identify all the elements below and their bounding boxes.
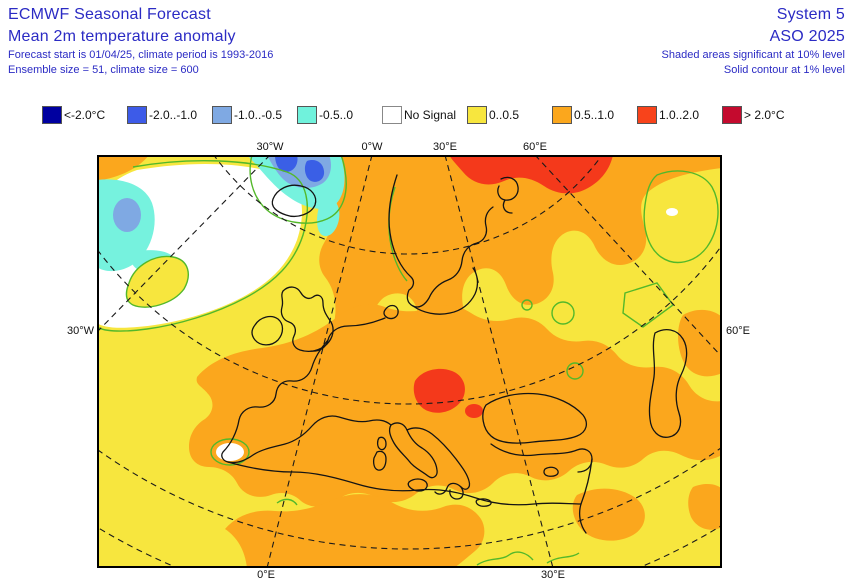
legend-label: -0.5..0 xyxy=(319,108,354,122)
legend-swatch-redorange xyxy=(637,106,657,124)
legend-swatch-nosignal xyxy=(382,106,402,124)
graticule-lines xyxy=(97,155,722,568)
color-legend: <-2.0°C -2.0..-1.0 -1.0..-0.5 -0.5..0 No… xyxy=(42,106,818,124)
legend-item: -2.0..-1.0 xyxy=(127,106,212,124)
significance-contours xyxy=(97,155,719,566)
legend-label: 1.0..2.0 xyxy=(659,108,700,122)
legend-swatch-darkred xyxy=(722,106,742,124)
legend-item: 0..0.5 xyxy=(467,106,552,124)
season-label: ASO 2025 xyxy=(769,28,845,45)
legend-label: 0..0.5 xyxy=(489,108,520,122)
map-label-bottom-0e: 0°E xyxy=(257,569,275,581)
anomaly-map xyxy=(97,155,722,568)
system-label: System 5 xyxy=(776,6,845,23)
legend-item: <-2.0°C xyxy=(42,106,127,124)
legend-item: -1.0..-0.5 xyxy=(212,106,297,124)
map-label-top-60e: 60°E xyxy=(523,141,547,153)
forecast-meta-line1: Forecast start is 01/04/25, climate peri… xyxy=(8,49,274,61)
no-signal-and-cold-regions xyxy=(97,155,678,461)
legend-swatch-lightblue xyxy=(212,106,232,124)
header-right: System 5 ASO 2025 Shaded areas significa… xyxy=(662,4,845,78)
legend-label: <-2.0°C xyxy=(64,108,106,122)
map-label-top-30e: 30°E xyxy=(433,141,457,153)
legend-swatch-cyan xyxy=(297,106,317,124)
legend-label: > 2.0°C xyxy=(744,108,785,122)
coastlines xyxy=(221,174,688,534)
map-label-right-60e: 60°E xyxy=(726,325,750,337)
page-title: ECMWF Seasonal Forecast xyxy=(8,6,211,23)
map-label-top-30w: 30°W xyxy=(256,141,284,153)
significance-note: Shaded areas significant at 10% level xyxy=(661,49,845,61)
legend-label: -1.0..-0.5 xyxy=(234,108,283,122)
legend-label: -2.0..-1.0 xyxy=(149,108,198,122)
legend-item: No Signal xyxy=(382,106,467,124)
legend-swatch-yellow xyxy=(467,106,487,124)
legend-label: 0.5..1.0 xyxy=(574,108,615,122)
anomaly-map-canvas xyxy=(97,155,722,568)
forecast-meta-line2: Ensemble size = 51, climate size = 600 xyxy=(8,64,199,76)
legend-swatch-blue xyxy=(127,106,147,124)
legend-label: No Signal xyxy=(404,108,457,122)
legend-item: 0.5..1.0 xyxy=(552,106,637,124)
map-label-bottom-30e: 30°E xyxy=(541,569,565,581)
anomaly-orange-regions xyxy=(97,155,722,568)
page-subtitle: Mean 2m temperature anomaly xyxy=(8,28,236,45)
map-label-left-30w: 30°W xyxy=(66,325,94,337)
contour-note: Solid contour at 1% level xyxy=(723,64,845,76)
map-frame xyxy=(97,155,722,568)
legend-swatch-navy xyxy=(42,106,62,124)
map-label-top-0w: 0°W xyxy=(361,141,383,153)
legend-item: 1.0..2.0 xyxy=(637,106,722,124)
header-left: ECMWF Seasonal Forecast Mean 2m temperat… xyxy=(8,4,273,78)
legend-item: > 2.0°C xyxy=(722,106,785,124)
legend-item: -0.5..0 xyxy=(297,106,382,124)
legend-swatch-orange xyxy=(552,106,572,124)
